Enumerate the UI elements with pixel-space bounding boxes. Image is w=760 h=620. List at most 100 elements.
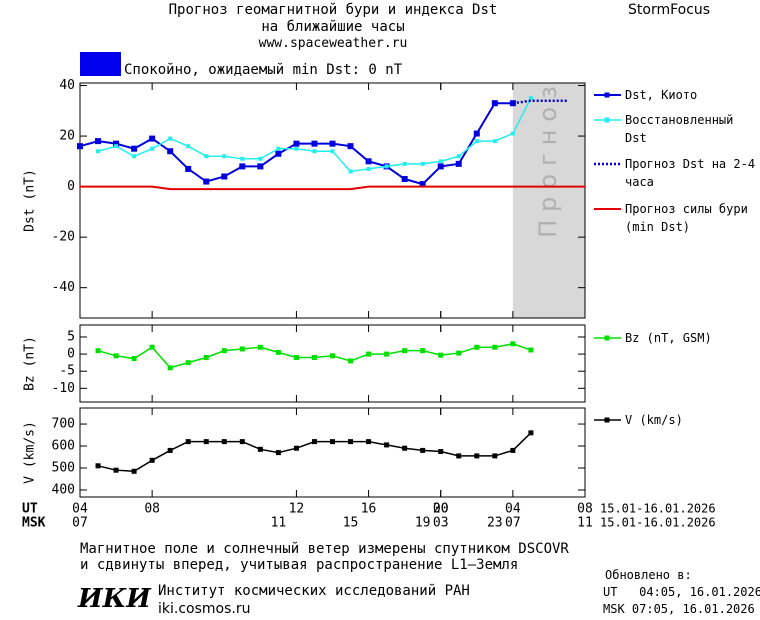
marker	[293, 140, 300, 147]
marker	[257, 446, 263, 452]
marker	[311, 439, 317, 445]
y-tick-label: -20	[52, 230, 75, 245]
marker	[510, 131, 515, 136]
logo: ИКИ	[78, 584, 151, 614]
marker	[276, 146, 281, 151]
marker	[95, 463, 101, 469]
series-line	[97, 432, 532, 473]
marker	[438, 449, 444, 455]
marker	[510, 447, 516, 453]
legend-swatch	[604, 335, 610, 341]
marker	[384, 442, 390, 448]
marker	[168, 136, 173, 141]
marker	[96, 149, 101, 154]
marker	[419, 181, 426, 188]
marker	[113, 467, 119, 473]
marker	[149, 457, 155, 463]
legend-swatch	[604, 117, 610, 123]
marker	[257, 163, 264, 170]
marker	[275, 150, 282, 157]
marker	[456, 154, 461, 159]
marker	[221, 348, 227, 354]
marker	[311, 355, 317, 361]
marker	[150, 146, 155, 151]
y-tick-label: 20	[59, 129, 75, 144]
marker	[239, 439, 245, 445]
footer-note: и сдвинуты вперед, учитывая распростране…	[80, 557, 519, 573]
legend-swatch	[604, 417, 610, 423]
marker	[275, 450, 281, 456]
marker	[239, 163, 246, 170]
marker	[186, 144, 191, 149]
x-tick-label: 03	[433, 516, 449, 531]
y-tick-label: 700	[52, 417, 75, 432]
x-tick-label: 16	[361, 502, 377, 517]
marker	[402, 445, 408, 451]
x-tick-label: 20	[433, 502, 449, 517]
x-row-note: 15.01-16.01.2026	[600, 516, 716, 530]
x-tick-label: 00	[433, 502, 449, 517]
y-tick-label: 40	[59, 78, 75, 93]
marker	[330, 353, 335, 359]
x-tick-label: 04	[505, 502, 521, 517]
marker	[437, 163, 444, 170]
x-tick-label: 07	[505, 516, 521, 531]
marker	[438, 159, 443, 164]
marker	[114, 144, 119, 149]
marker	[167, 447, 173, 453]
marker	[222, 154, 227, 159]
plot-frame	[79, 324, 586, 403]
x-row-note: 15.01-16.01.2026	[600, 502, 716, 516]
marker	[113, 353, 119, 359]
y-tick-label: 0	[67, 347, 75, 362]
x-tick-label: 11	[271, 516, 287, 531]
marker	[294, 146, 299, 151]
x-tick-label: 23	[487, 516, 503, 531]
marker	[131, 356, 137, 362]
marker	[510, 341, 516, 347]
marker	[77, 143, 83, 150]
marker	[113, 140, 120, 147]
marker	[203, 439, 209, 445]
marker	[311, 140, 318, 147]
x-tick-label: 11	[577, 516, 593, 531]
status: Спокойно, ожидаемый min Dst: 0 nT	[124, 62, 403, 78]
updated-label: Обновлено в:	[605, 568, 692, 582]
marker	[312, 149, 317, 154]
x-row-label: MSK	[22, 516, 46, 531]
marker	[167, 365, 173, 371]
marker	[240, 156, 245, 161]
marker	[491, 100, 498, 107]
marker	[474, 139, 479, 144]
y-tick-label: -5	[59, 364, 75, 379]
marker	[528, 430, 534, 436]
marker	[420, 348, 426, 354]
marker	[348, 169, 353, 174]
x-tick-label: 15	[343, 516, 359, 531]
marker	[366, 166, 371, 171]
marker	[95, 138, 102, 145]
marker	[366, 351, 372, 357]
marker	[492, 453, 498, 459]
marker	[185, 439, 191, 445]
plot-frame	[79, 407, 586, 498]
marker	[95, 348, 101, 354]
marker	[474, 344, 480, 350]
marker	[221, 439, 227, 445]
x-tick-label: 07	[72, 516, 88, 531]
forecast-label: Прогноз	[534, 78, 562, 238]
marker	[293, 355, 299, 361]
marker	[438, 352, 444, 358]
y-tick-label: 400	[52, 482, 75, 497]
marker	[456, 350, 462, 356]
marker	[257, 344, 263, 350]
marker	[348, 439, 354, 445]
marker	[203, 355, 209, 361]
marker	[384, 351, 390, 357]
marker	[275, 349, 281, 355]
y-axis-label: Bz (nT)	[23, 336, 38, 391]
y-axis-label: Dst (nT)	[23, 169, 38, 232]
marker	[455, 160, 462, 167]
legend-label: Восстановленный Dst	[625, 113, 734, 145]
